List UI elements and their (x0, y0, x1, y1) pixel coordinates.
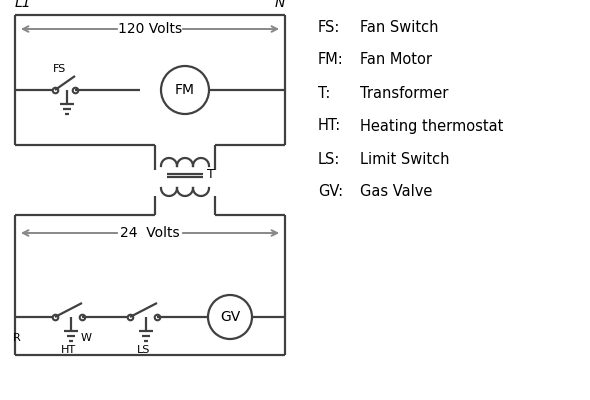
Text: Fan Motor: Fan Motor (360, 52, 432, 68)
Text: FM:: FM: (318, 52, 344, 68)
Text: T:: T: (318, 86, 330, 100)
Text: Fan Switch: Fan Switch (360, 20, 438, 34)
Text: LS: LS (137, 345, 150, 355)
Text: Transformer: Transformer (360, 86, 448, 100)
Text: FS:: FS: (318, 20, 340, 34)
Text: LS:: LS: (318, 152, 340, 166)
Text: R: R (13, 333, 21, 343)
Text: L1: L1 (15, 0, 32, 10)
Text: GV:: GV: (318, 184, 343, 200)
Text: W: W (80, 333, 91, 343)
Text: FS: FS (53, 64, 67, 74)
Text: 120 Volts: 120 Volts (118, 22, 182, 36)
Text: 24  Volts: 24 Volts (120, 226, 180, 240)
Text: N: N (274, 0, 285, 10)
Text: FM: FM (175, 83, 195, 97)
Text: Heating thermostat: Heating thermostat (360, 118, 503, 134)
Text: HT: HT (61, 345, 76, 355)
Text: GV: GV (220, 310, 240, 324)
Text: Gas Valve: Gas Valve (360, 184, 432, 200)
Text: HT:: HT: (318, 118, 341, 134)
Text: Limit Switch: Limit Switch (360, 152, 450, 166)
Text: T: T (207, 168, 215, 182)
